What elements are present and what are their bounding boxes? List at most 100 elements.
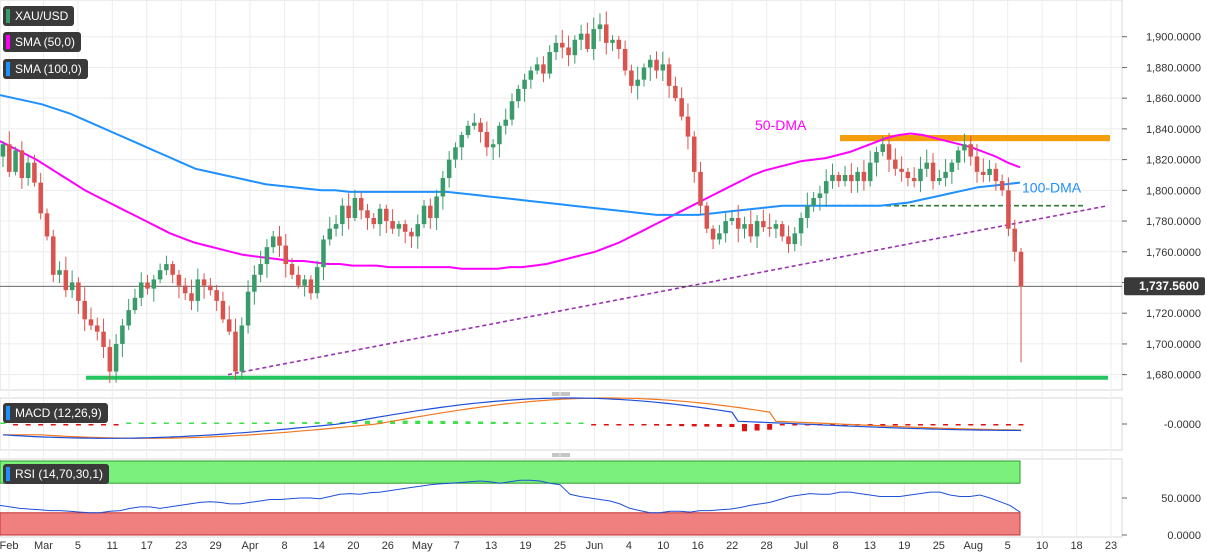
macd-histogram-bar xyxy=(729,424,735,428)
legend-rsi-label: RSI (14,70,30,1) xyxy=(15,467,104,481)
candle-up xyxy=(472,122,477,126)
price-tick-label: 1,800.0000 xyxy=(1146,185,1201,197)
date-tick-label: 14 xyxy=(313,540,325,552)
macd-histogram-bar xyxy=(980,424,986,426)
date-tick-label: Jul xyxy=(794,540,808,552)
candle-down xyxy=(428,205,433,218)
macd-histogram-bar xyxy=(364,420,370,424)
candle-up xyxy=(591,29,596,50)
legend-rsi[interactable]: RSI (14,70,30,1) xyxy=(3,464,110,484)
candle-up xyxy=(867,162,873,182)
candle-up xyxy=(949,162,955,172)
annotations: 50-DMA 100-DMA xyxy=(755,117,1082,195)
candle-up xyxy=(792,233,798,245)
date-tick-label: Apr xyxy=(242,540,259,552)
last-price-label: 1,737.5600 xyxy=(1139,279,1199,293)
price-tick-label: 1,820.0000 xyxy=(1146,155,1201,167)
date-tick-label: 5 xyxy=(75,540,81,552)
macd-histogram-bar xyxy=(880,424,886,426)
candle-up xyxy=(924,162,930,169)
date-tick-label: 22 xyxy=(726,540,738,552)
candle-down xyxy=(654,59,659,71)
macd-histogram-bar xyxy=(943,424,949,426)
macd-histogram-bar xyxy=(176,422,182,424)
macd-histogram-bar xyxy=(13,424,19,426)
candle-down xyxy=(277,236,282,246)
candle-down xyxy=(76,282,81,301)
macd-histogram-bar xyxy=(578,422,584,424)
candle-up xyxy=(754,221,760,237)
candle-down xyxy=(968,144,973,157)
rsi-pane xyxy=(0,479,1021,514)
macd-histogram-bar xyxy=(302,422,308,424)
candle-up xyxy=(13,150,18,172)
macd-histogram-bar xyxy=(691,424,697,427)
candle-up xyxy=(987,168,992,175)
candle-up xyxy=(937,178,942,182)
candle-down xyxy=(88,319,94,326)
macd-histogram-bar xyxy=(440,420,446,424)
candle-down xyxy=(673,85,678,99)
candle-down xyxy=(38,182,43,214)
candle-up xyxy=(270,236,276,248)
symbol-swatch xyxy=(6,9,10,23)
macd-histogram-bar xyxy=(628,424,634,426)
candle-up xyxy=(440,178,446,197)
candle-up xyxy=(245,291,251,326)
macd-histogram-bar xyxy=(955,424,961,426)
legend-macd[interactable]: MACD (12,26,9) xyxy=(3,403,108,423)
legend-symbol[interactable]: XAU/USD xyxy=(3,6,75,26)
candle-down xyxy=(402,224,408,232)
candle-up xyxy=(453,147,458,160)
macd-histogram-bar xyxy=(101,424,107,426)
date-tick-label: 19 xyxy=(519,540,531,552)
candle-up xyxy=(817,193,823,198)
rsi-overbought-band xyxy=(0,460,1021,484)
rsi-bands xyxy=(0,460,1021,536)
date-tick-label: Jun xyxy=(586,540,604,552)
macd-pane xyxy=(0,397,1024,439)
price-tick-label: 1,900.0000 xyxy=(1146,32,1201,44)
candles xyxy=(0,11,1024,384)
macd-histogram-bar xyxy=(779,424,785,426)
candle-up xyxy=(516,88,521,102)
date-tick-label: 23 xyxy=(175,540,187,552)
date-tick-label: 11 xyxy=(107,540,118,552)
date-tick-label: 13 xyxy=(485,540,497,552)
candle-up xyxy=(918,168,923,182)
macd-histogram-bar xyxy=(905,424,911,426)
resistance-zone xyxy=(840,135,1110,142)
sma100-annotation: 100-DMA xyxy=(1022,179,1082,195)
macd-histogram-bar xyxy=(930,424,936,426)
candle-down xyxy=(82,300,87,320)
date-tick-label: 23 xyxy=(1105,540,1117,552)
candle-up xyxy=(842,174,848,182)
candle-down xyxy=(94,325,100,332)
candle-down xyxy=(145,282,150,289)
candle-up xyxy=(805,205,810,218)
price-tick-label: 1,760.0000 xyxy=(1146,247,1201,259)
candle-up xyxy=(434,196,439,218)
macd-histogram-bar xyxy=(63,424,69,426)
candle-up xyxy=(314,267,320,294)
legend-sma100-label: SMA (100,0) xyxy=(15,62,82,76)
candle-up xyxy=(377,208,383,225)
candle-down xyxy=(226,319,232,332)
candle-up xyxy=(811,198,816,206)
candle-down xyxy=(999,181,1005,191)
candle-up xyxy=(126,310,131,326)
legend-sma100[interactable]: SMA (100,0) xyxy=(3,59,88,79)
macd-histogram-bar xyxy=(616,424,622,426)
macd-histogram-bar xyxy=(25,424,31,426)
macd-histogram-bar xyxy=(251,422,257,424)
date-tick-label: 4 xyxy=(626,540,632,552)
candle-up xyxy=(157,270,163,280)
candle-down xyxy=(358,198,364,211)
legend-sma50[interactable]: SMA (50,0) xyxy=(3,32,82,52)
macd-histogram-bar xyxy=(289,422,295,424)
rsi-line xyxy=(0,479,1021,514)
macd-histogram-bar xyxy=(553,422,559,424)
macd-histogram-bar xyxy=(1005,424,1011,426)
macd-histogram-bar xyxy=(226,422,232,424)
